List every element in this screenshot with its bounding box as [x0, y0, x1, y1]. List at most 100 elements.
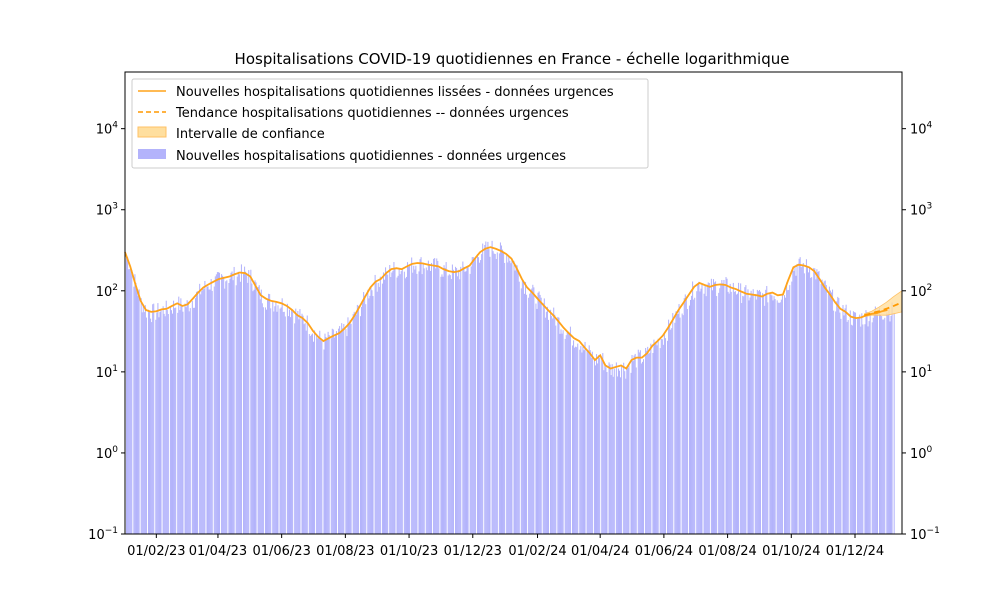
bar [323, 349, 325, 534]
bar [236, 276, 238, 534]
bar [207, 286, 209, 534]
bar [397, 275, 399, 534]
bar [806, 266, 808, 534]
bar [869, 312, 871, 534]
bar [643, 359, 645, 534]
bar [880, 315, 882, 534]
bar [419, 259, 421, 534]
bar [159, 311, 161, 534]
bar [217, 272, 219, 534]
bar [811, 277, 813, 534]
bar [412, 272, 414, 534]
bar [684, 294, 686, 534]
bar [359, 316, 362, 534]
bar [463, 266, 465, 534]
bar [203, 288, 205, 534]
y-tick-label-left: 102 [96, 283, 118, 300]
bar [838, 298, 840, 534]
bar [233, 266, 235, 534]
bar [455, 266, 457, 534]
bar [842, 305, 844, 534]
bar [458, 269, 460, 534]
bar [707, 282, 709, 534]
bar [128, 269, 130, 534]
bar [354, 315, 356, 534]
bar [550, 309, 552, 534]
bar [413, 265, 415, 534]
bar [466, 266, 468, 534]
bar [514, 270, 516, 534]
bar [169, 306, 171, 534]
bar [494, 254, 496, 534]
bar [182, 311, 184, 534]
bar [218, 272, 221, 534]
bar [305, 330, 307, 534]
bar [469, 273, 471, 534]
bar [798, 258, 800, 534]
bar [887, 314, 889, 534]
bar [364, 295, 366, 534]
bar [135, 282, 137, 534]
bar [593, 359, 595, 534]
bar [590, 357, 592, 534]
bar [839, 312, 841, 534]
bar [647, 346, 649, 534]
bar [465, 271, 467, 534]
bar [786, 282, 788, 534]
bar [493, 253, 495, 534]
x-tick-label: 01/04/24 [571, 544, 629, 559]
bar [561, 333, 563, 534]
bar [659, 348, 661, 534]
bar [392, 270, 394, 534]
bar [586, 350, 588, 534]
bar [401, 269, 403, 534]
bar [546, 306, 548, 534]
bar [825, 284, 827, 534]
bar [353, 311, 355, 534]
bar [129, 269, 131, 534]
confidence-band-layer [864, 290, 903, 318]
bar [309, 335, 311, 534]
bar [606, 372, 608, 534]
bar [752, 289, 754, 534]
bar [865, 310, 867, 534]
bar [663, 333, 665, 534]
bar [540, 297, 542, 534]
bar [166, 310, 168, 534]
bar [728, 293, 730, 534]
bar [639, 350, 641, 534]
bar [791, 281, 793, 534]
bar [703, 293, 705, 534]
bar [683, 298, 685, 534]
bar [473, 259, 475, 534]
bar [369, 295, 371, 534]
bar [326, 339, 328, 534]
bar [428, 265, 430, 534]
bar [757, 291, 759, 534]
bar [596, 354, 598, 534]
bar [740, 283, 742, 534]
bar [421, 274, 423, 534]
bar [560, 329, 562, 534]
bar [616, 376, 618, 534]
bar [224, 288, 226, 534]
bar [696, 291, 698, 534]
bar [862, 324, 864, 534]
bar [816, 269, 818, 534]
bar [223, 277, 225, 534]
bar [564, 338, 566, 534]
bar [396, 277, 398, 534]
bar [704, 285, 706, 534]
bar [803, 273, 805, 534]
bar [588, 345, 590, 534]
bar [423, 268, 425, 534]
bar [598, 355, 600, 534]
bar [502, 249, 504, 534]
y-tick-label-left: 101 [96, 364, 118, 381]
bar [751, 293, 753, 534]
bar [253, 289, 255, 534]
bar [648, 353, 650, 534]
bar [445, 262, 447, 534]
bar [583, 350, 585, 534]
bar [557, 316, 559, 534]
